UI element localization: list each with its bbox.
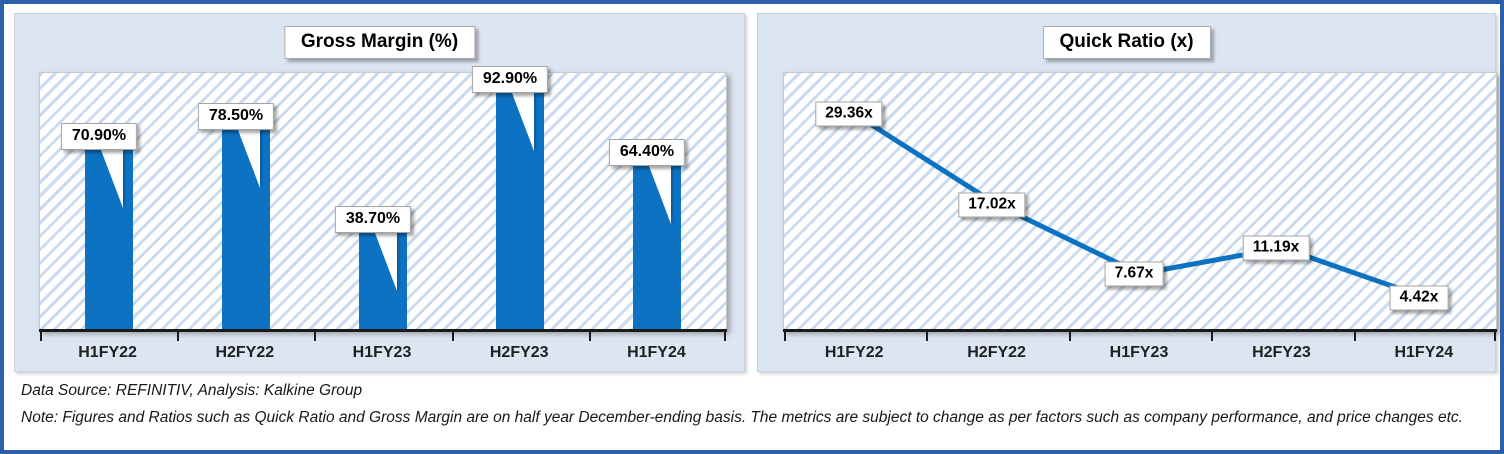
data-label: 7.67x xyxy=(1104,261,1164,287)
category-label: H1FY23 xyxy=(1109,344,1169,361)
axis-tick xyxy=(589,331,591,341)
axis-tick xyxy=(40,331,42,341)
data-label-pointer xyxy=(512,93,534,151)
data-label: 78.50% xyxy=(197,103,275,130)
category-label: H1FY24 xyxy=(1394,344,1454,361)
axis-tick xyxy=(1069,331,1071,341)
quick-ratio-plot-area: 29.36x 17.02x 7.67x 11.19x 4.42x xyxy=(783,72,1497,341)
axis-tick xyxy=(926,331,928,341)
data-label: 38.70% xyxy=(334,206,412,233)
data-label-pointer xyxy=(101,150,123,208)
chart-title-gross-margin: Gross Margin (%) xyxy=(283,26,476,59)
category-label: H1FY23 xyxy=(352,344,412,361)
category-label: H2FY22 xyxy=(967,344,1026,361)
axis-tick xyxy=(1211,331,1213,341)
axis-tick xyxy=(724,331,726,341)
axis-tick xyxy=(1494,331,1496,341)
axis-tick xyxy=(314,331,316,341)
figure-footnotes: Data Source: REFINITIV, Analysis: Kalkin… xyxy=(21,378,1489,431)
chart-title-text: Gross Margin (%) xyxy=(300,31,459,52)
category-label: H2FY23 xyxy=(489,344,549,361)
category-label: H2FY23 xyxy=(1252,344,1311,361)
data-source-line: Data Source: REFINITIV, Analysis: Kalkin… xyxy=(21,382,363,399)
x-axis-line xyxy=(783,329,1497,332)
axis-tick xyxy=(177,331,179,341)
quick-ratio-chart-card: Quick Ratio (x) 29.36x 17.02x 7.67x 11.19x 4… xyxy=(757,13,1497,372)
data-label: 64.40% xyxy=(608,139,686,166)
data-label-pointer xyxy=(649,166,671,224)
gross-margin-x-axis-labels: H1FY22 H2FY22 H1FY23 H2FY23 H1FY24 xyxy=(39,344,725,362)
data-label: 17.02x xyxy=(958,192,1026,218)
axis-tick xyxy=(452,331,454,341)
data-label: 70.90% xyxy=(60,123,138,150)
data-label: 11.19x xyxy=(1242,235,1310,261)
gross-margin-plot-area: 70.90% 78.50% 38.70% 92.90% 64.40% xyxy=(39,66,727,341)
axis-tick xyxy=(1354,331,1356,341)
data-label: 92.90% xyxy=(471,66,549,93)
data-label: 29.36x xyxy=(815,101,883,127)
data-label-pointer xyxy=(238,130,260,188)
gross-margin-chart-card: Gross Margin (%) 70.90% 78.50% 38.70% 92.90… xyxy=(14,13,745,372)
category-label: H1FY24 xyxy=(627,344,686,361)
chart-title-quick-ratio: Quick Ratio (x) xyxy=(1042,26,1211,59)
quick-ratio-x-axis-labels: H1FY22 H2FY22 H1FY23 H2FY23 H1FY24 xyxy=(783,344,1495,362)
data-label: 4.42x xyxy=(1389,285,1449,311)
category-label: H1FY22 xyxy=(824,344,884,361)
data-label-pointer xyxy=(375,233,397,291)
chart-title-text: Quick Ratio (x) xyxy=(1059,31,1194,52)
category-label: H1FY22 xyxy=(78,344,137,361)
x-axis-line xyxy=(39,329,727,332)
category-label: H2FY22 xyxy=(215,344,275,361)
note-line: Note: Figures and Ratios such as Quick R… xyxy=(21,408,1463,426)
axis-tick xyxy=(784,331,786,341)
